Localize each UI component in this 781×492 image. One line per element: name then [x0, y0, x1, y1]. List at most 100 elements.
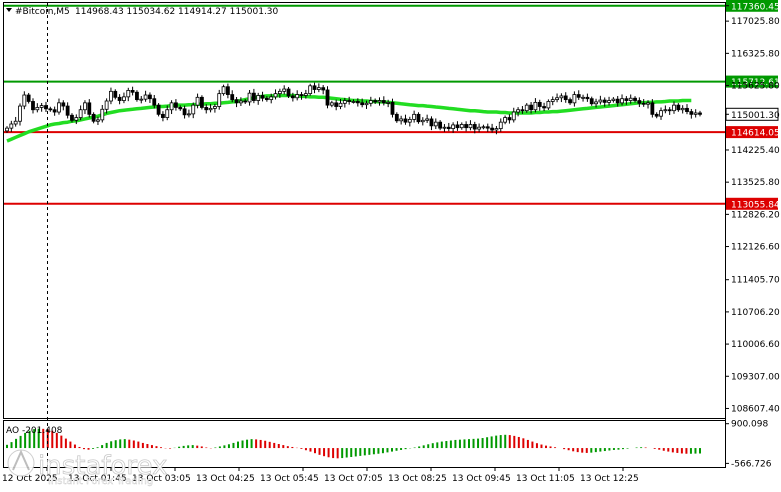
candle	[117, 94, 122, 105]
price-tick-label: 114225.40	[731, 146, 780, 156]
candle	[481, 124, 486, 130]
candle-body	[161, 113, 165, 118]
candle	[433, 118, 438, 130]
level-price-tag	[726, 75, 778, 88]
candle	[442, 124, 447, 132]
candle	[113, 89, 118, 100]
candle-body	[537, 101, 542, 107]
time-tick-label: 13 Oct 07:05	[324, 474, 383, 484]
candle	[602, 97, 607, 107]
candle-body	[204, 107, 209, 111]
candle-body	[117, 96, 122, 101]
candle-body	[251, 92, 256, 101]
candle-body	[325, 89, 330, 106]
candle	[321, 85, 326, 95]
candle	[464, 121, 469, 132]
candle-body	[234, 99, 239, 104]
candle-body	[61, 102, 66, 107]
candle	[650, 99, 655, 118]
candle	[399, 115, 404, 125]
candle	[429, 116, 434, 131]
candle	[303, 89, 308, 99]
candle-body	[312, 85, 317, 90]
candle-body	[412, 113, 417, 120]
candle-body	[31, 101, 35, 111]
candle-body	[676, 104, 681, 111]
level-price-label: 113055.84	[731, 200, 780, 210]
candle	[208, 104, 213, 113]
candle-body	[230, 94, 235, 101]
candle-body	[685, 107, 689, 112]
candle	[407, 116, 412, 127]
candle-body	[672, 104, 676, 112]
candle	[256, 92, 261, 105]
candle-body	[403, 118, 408, 123]
candle-body	[303, 93, 308, 96]
candle	[468, 120, 473, 131]
ao-tick-label: 900.098	[731, 420, 768, 430]
candle-body	[308, 85, 313, 95]
candle	[347, 96, 352, 105]
candle	[221, 84, 226, 96]
candle-body	[355, 101, 360, 104]
candle	[130, 86, 135, 96]
candle	[269, 93, 274, 104]
price-tick-label: 113525.80	[731, 178, 780, 188]
candle	[490, 123, 495, 133]
candle	[178, 105, 183, 111]
price-tick-label: 110006.60	[731, 340, 780, 350]
candle	[412, 110, 417, 123]
candle	[70, 113, 74, 123]
chart-header: #Bitcoin,M5 114968.43 115034.62 114914.2…	[6, 7, 279, 17]
ao-tick-label: -566.726	[731, 459, 772, 469]
time-tick-label: 13 Oct 04:25	[196, 474, 255, 484]
candle-body	[529, 104, 533, 111]
candle	[78, 105, 83, 121]
candle-body	[399, 118, 404, 122]
candle-body	[524, 104, 529, 112]
candle-body	[100, 108, 105, 121]
candle-body	[200, 96, 204, 108]
candle	[152, 94, 157, 109]
candle-body	[225, 86, 230, 95]
candle-body	[52, 109, 57, 113]
candle	[663, 105, 668, 114]
candle	[355, 98, 360, 107]
candle-body	[464, 124, 469, 129]
candle-body	[368, 100, 373, 104]
candle	[494, 125, 499, 135]
candle-body	[628, 97, 633, 101]
candle	[18, 103, 22, 126]
candle-body	[347, 100, 352, 102]
candle	[217, 89, 222, 110]
candle	[100, 105, 105, 123]
candle-body	[256, 95, 261, 101]
watermark-brand: instaforex	[38, 451, 167, 481]
dropdown-triangle-icon[interactable]	[6, 8, 12, 12]
candle	[394, 112, 399, 123]
candle-body	[264, 97, 269, 101]
candle	[191, 102, 196, 119]
candle	[615, 95, 620, 107]
candle-body	[377, 100, 382, 103]
candle	[689, 108, 694, 119]
candle-body	[646, 102, 650, 105]
candle-body	[507, 117, 512, 121]
candle-body	[351, 101, 356, 103]
candle-body	[498, 121, 503, 130]
candle-body	[420, 119, 425, 123]
candle	[594, 98, 598, 108]
time-tick-label: 13 Oct 03:05	[132, 474, 191, 484]
candle	[555, 93, 559, 103]
candle	[161, 111, 165, 122]
candle-body	[503, 117, 507, 123]
candle	[503, 115, 507, 125]
candle	[637, 97, 642, 108]
candle	[641, 99, 646, 107]
current-price-label: 115001.30	[731, 111, 780, 121]
candle	[195, 93, 200, 109]
candle	[459, 122, 464, 130]
candle	[247, 90, 252, 106]
candle	[169, 100, 174, 115]
candle	[607, 96, 611, 106]
